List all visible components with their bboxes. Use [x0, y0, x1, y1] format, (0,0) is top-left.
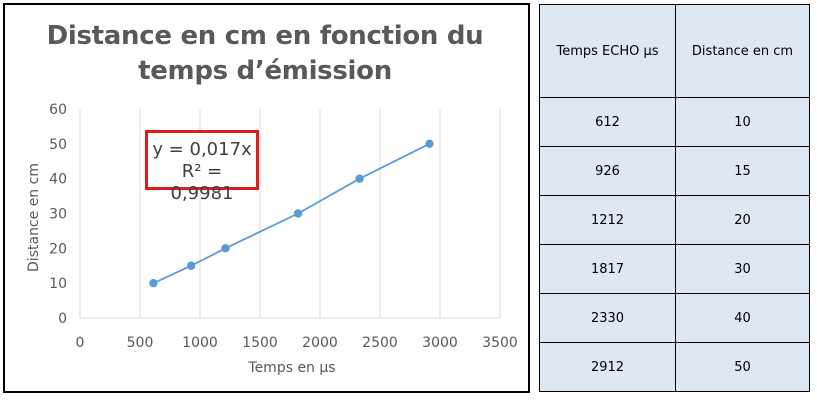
cell-distance: 30 [675, 244, 810, 294]
data-point [186, 261, 196, 270]
cell-temps: 1212 [539, 195, 676, 245]
y-tick-label: 20 [49, 241, 67, 257]
x-tick-label: 1000 [182, 335, 218, 351]
chart-frame: Distance en cm en fonction du temps d’ém… [3, 3, 530, 393]
y-tick-label: 50 [49, 137, 67, 153]
cell-temps: 2330 [539, 293, 676, 343]
table-row: 2912 50 [539, 342, 810, 392]
cell-distance: 40 [675, 293, 810, 343]
table-header-row: Temps ECHO µs Distance en cm [539, 4, 810, 98]
x-tick-label: 2000 [302, 335, 338, 351]
cell-distance: 10 [675, 97, 810, 147]
table-row: 1212 20 [539, 195, 810, 245]
data-point [293, 209, 303, 218]
x-tick-label: 2500 [362, 335, 398, 351]
series-line [153, 143, 430, 284]
cell-distance: 15 [675, 146, 810, 196]
scatter-plot: 0 500 1000 1500 2000 2500 3000 3500 0 10 20 30 40 50 6… [26, 102, 518, 376]
x-tick-label: 3000 [422, 335, 458, 351]
y-tick-label: 30 [49, 207, 67, 223]
y-tick-label: 0 [58, 311, 67, 327]
header-temps: Temps ECHO µs [539, 4, 676, 98]
cell-temps: 612 [539, 97, 676, 147]
data-point [221, 244, 230, 253]
trendline-equation-box: y = 0,017x R² = 0,9981 [145, 130, 259, 204]
data-table: Temps ECHO µs Distance en cm 612 10 926 … [539, 4, 810, 392]
x-axis-title: Temps en µs [247, 360, 335, 376]
trendline-equation: y = 0,017x [152, 139, 252, 160]
data-point [425, 139, 434, 149]
y-tick-label: 40 [49, 172, 67, 188]
table-row: 2330 40 [539, 293, 810, 343]
r-squared-value: R² = 0,9981 [170, 161, 234, 204]
cell-temps: 1817 [539, 244, 676, 294]
table-row: 1817 30 [539, 244, 810, 294]
table-row: 926 15 [539, 146, 810, 196]
x-tick-label: 500 [127, 335, 154, 351]
cell-distance: 50 [675, 342, 810, 392]
x-tick-label: 0 [76, 335, 85, 351]
y-axis-title: Distance en cm [26, 163, 42, 272]
cell-distance: 20 [675, 195, 810, 245]
data-point [355, 174, 364, 183]
cell-temps: 926 [539, 146, 676, 196]
x-tick-label: 1500 [242, 335, 278, 351]
y-tick-label: 10 [49, 276, 67, 292]
table-row: 612 10 [539, 97, 810, 147]
cell-temps: 2912 [539, 342, 676, 392]
header-distance: Distance en cm [675, 4, 810, 98]
data-point [149, 278, 158, 288]
x-tick-label: 3500 [482, 335, 518, 351]
y-tick-label: 60 [49, 102, 67, 118]
chart-title: Distance en cm en fonction du temps d’ém… [46, 21, 484, 86]
